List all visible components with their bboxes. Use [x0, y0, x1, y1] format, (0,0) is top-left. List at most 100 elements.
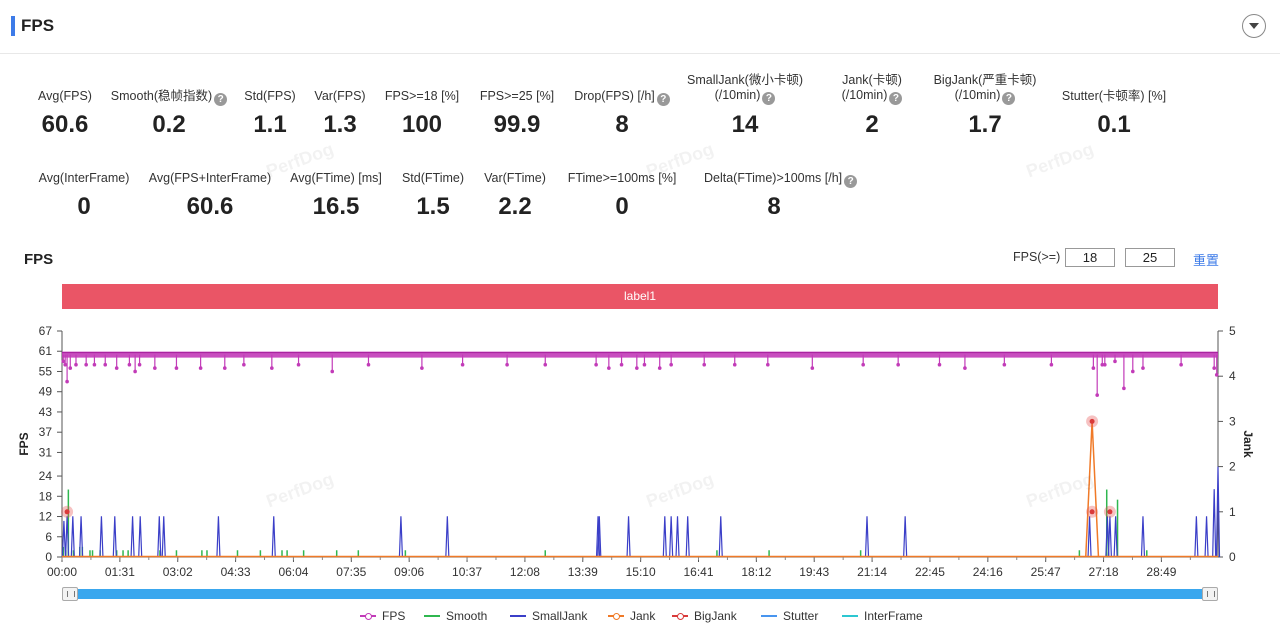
metric-label-text: Avg(FPS) — [38, 89, 92, 103]
help-icon[interactable]: ? — [656, 93, 670, 106]
fps-dip-point — [242, 362, 246, 367]
legend-item-interframe[interactable]: InterFrame — [842, 609, 923, 623]
row1-metric-10: Stutter(卡顿率) [%] 0.1 — [1044, 89, 1184, 138]
fps-dip-point — [296, 362, 301, 367]
y-axis-label: FPS — [17, 432, 31, 455]
row2-metric-3: Std(FTime) 1.5 — [363, 171, 503, 220]
metric-label: BigJank(严重卡顿) (/10min)? — [915, 73, 1055, 105]
smalljank-spike — [595, 516, 601, 558]
fps-dip-point — [92, 362, 97, 367]
fps-dip-point — [1179, 362, 1183, 367]
y-tick-label: 12 — [39, 510, 53, 524]
smalljank-spike — [1204, 516, 1209, 558]
legend-item-smooth[interactable]: Smooth — [424, 609, 487, 623]
fps-dip-point — [543, 362, 548, 367]
fps-dip-point — [861, 362, 865, 367]
metric-label: Avg(InterFrame) — [14, 171, 154, 186]
metric-label: Jank(卡顿) (/10min)? — [802, 73, 942, 105]
help-icon[interactable]: ? — [889, 92, 903, 105]
smalljank-spike — [64, 516, 70, 558]
metric-value: 1.5 — [416, 193, 450, 220]
legend-label: FPS — [382, 609, 406, 623]
y-tick-label: 6 — [45, 530, 52, 544]
smalljank-spike — [669, 516, 674, 558]
x-tick-label: 04:33 — [221, 565, 251, 579]
legend-item-smalljank[interactable]: SmallJank — [510, 609, 587, 623]
metric-label-text: Std(FTime) — [401, 171, 465, 185]
fps-dip-point — [222, 366, 227, 370]
smalljank-spike — [1113, 516, 1118, 558]
fps-dip-point — [702, 362, 707, 367]
x-tick-label: 18:12 — [741, 565, 771, 579]
metric-label-text: Std(FPS) — [244, 89, 296, 103]
fps-dip-point — [1212, 366, 1216, 370]
y2-tick-label: 0 — [1229, 550, 1236, 564]
x-tick-label: 06:04 — [278, 565, 308, 579]
metric-label-text: Smooth(稳帧指数) — [110, 89, 213, 103]
fps-threshold-input-1[interactable] — [1065, 248, 1115, 267]
metric-value: 99.9 — [493, 111, 541, 138]
smalljank-spike — [112, 516, 117, 558]
legend-label: InterFrame — [864, 609, 923, 623]
slider-handle-left[interactable] — [62, 587, 78, 601]
fps-dip-point — [732, 362, 737, 367]
smalljank-spike — [70, 516, 75, 558]
legend-item-stutter[interactable]: Stutter — [761, 609, 818, 623]
x-tick-label: 28:49 — [1146, 565, 1176, 579]
slider-track[interactable] — [70, 589, 1210, 599]
reset-button[interactable]: 重置 — [1193, 253, 1220, 268]
smalljank-spike — [61, 520, 67, 558]
legend-item-fps[interactable]: FPS — [360, 609, 405, 623]
legend-item-jank[interactable]: Jank — [608, 609, 655, 623]
help-icon[interactable]: ? — [214, 93, 228, 106]
metric-value: 0 — [77, 193, 91, 220]
y-tick-label: 0 — [45, 550, 52, 564]
row2-metric-0: Avg(InterFrame) 0 — [14, 171, 154, 220]
collapse-toggle-icon[interactable] — [1242, 14, 1266, 38]
y-tick-label: 55 — [39, 364, 53, 378]
metric-label-text: FPS>=18 [%] — [384, 89, 460, 103]
metric-label: Delta(FTime)>100ms [/h]? — [704, 171, 858, 188]
fps-dip-point — [460, 362, 465, 367]
row2-metric-2: Avg(FTime) [ms] 16.5 — [266, 171, 406, 220]
legend-swatch-icon — [360, 611, 376, 621]
smalljank-spike — [626, 516, 631, 558]
legend-swatch-icon — [608, 611, 624, 621]
y-tick-label: 67 — [39, 324, 53, 338]
fps-dip-point — [1122, 386, 1126, 391]
metric-label-text: SmallJank(微小卡顿) — [687, 73, 803, 87]
x-tick-label: 09:06 — [394, 565, 424, 579]
metric-label: Smooth(稳帧指数)? — [99, 89, 239, 106]
smalljank-spike — [864, 516, 870, 558]
metric-label: Drop(FPS) [/h]? — [552, 89, 692, 106]
x-tick-label: 13:39 — [568, 565, 598, 579]
smalljank-spike — [398, 516, 404, 558]
chart-legend: FPS Smooth SmallJank Jank BigJank Stutter Inte… — [0, 609, 1280, 625]
metric-label: Var(FTime) — [445, 171, 585, 186]
legend-item-bigjank[interactable]: BigJank — [672, 609, 737, 623]
row2-metric-4: Var(FTime) 2.2 — [445, 171, 585, 220]
fps-dip-point — [1130, 369, 1135, 374]
fps-dip-point — [103, 362, 108, 367]
fps-dip-point — [68, 366, 73, 370]
legend-label: SmallJank — [532, 609, 588, 623]
fps-threshold-input-2[interactable] — [1125, 248, 1175, 267]
x-tick-label: 21:14 — [857, 565, 887, 579]
metric-value: 2 — [865, 111, 879, 138]
time-range-slider[interactable] — [62, 587, 1218, 601]
fps-dip-point — [937, 362, 942, 367]
fps-dip-point — [619, 362, 624, 367]
slider-handle-right[interactable] — [1202, 587, 1218, 601]
help-icon[interactable]: ? — [1002, 92, 1016, 105]
fps-dip-point — [1214, 373, 1219, 377]
help-icon[interactable]: ? — [762, 92, 776, 105]
y-tick-label: 61 — [39, 344, 53, 358]
label-band[interactable]: label1 — [62, 284, 1218, 309]
row1-metric-6: Drop(FPS) [/h]? 8 — [552, 89, 692, 138]
bigjank-point — [1107, 509, 1113, 515]
fps-dip-point — [766, 362, 770, 367]
fps-dip-point — [270, 366, 274, 370]
metric-label-text: Delta(FTime)>100ms [/h] — [704, 171, 843, 185]
help-icon[interactable]: ? — [844, 175, 858, 188]
